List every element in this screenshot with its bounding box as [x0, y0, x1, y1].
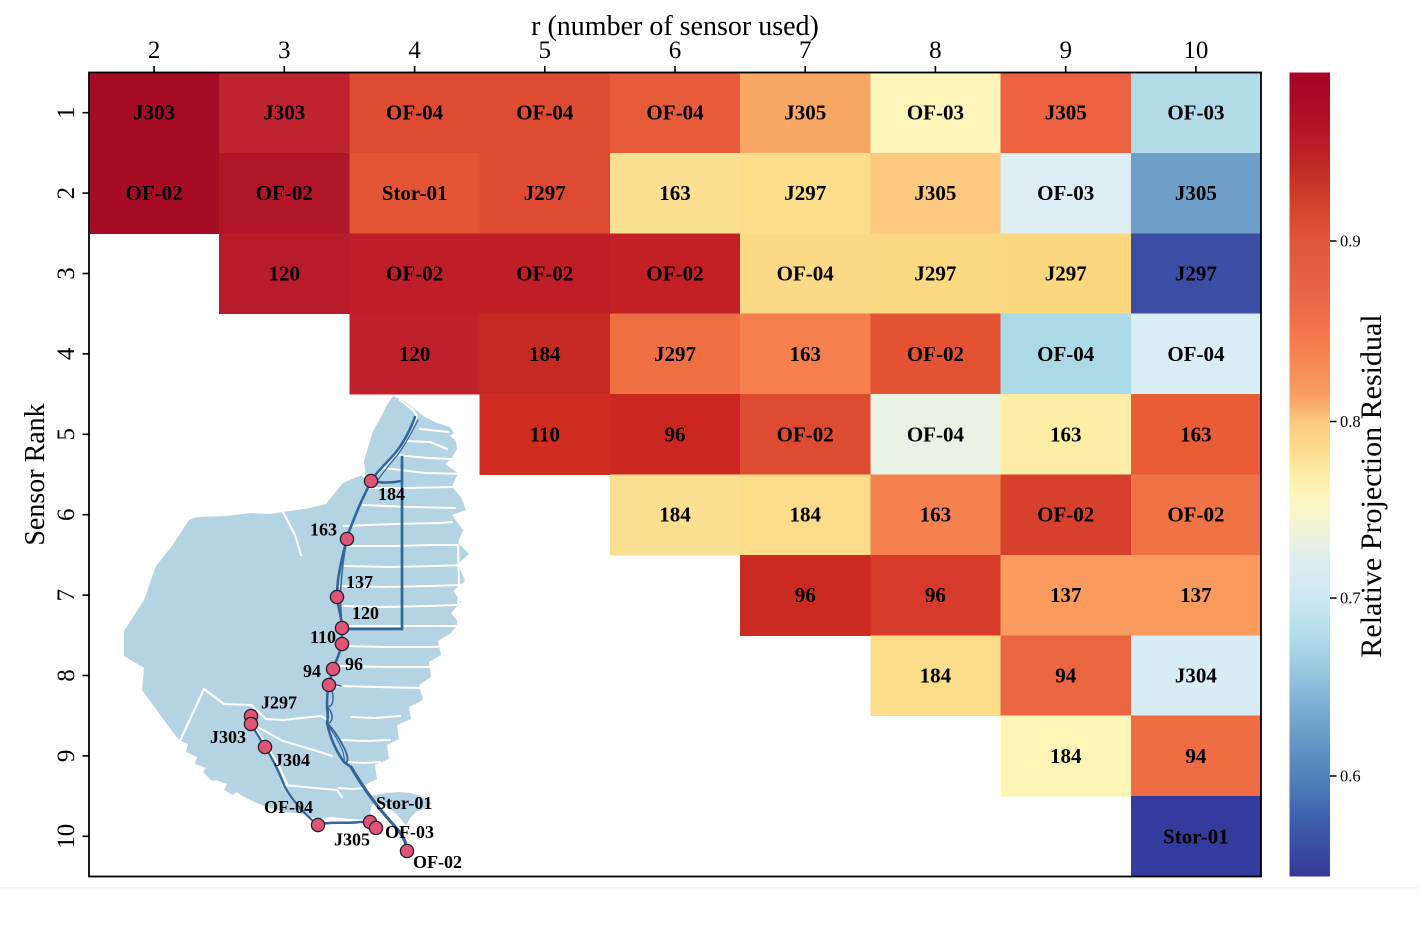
svg-text:OF-03: OF-03 [907, 101, 964, 125]
svg-text:163: 163 [310, 520, 337, 540]
svg-text:J305: J305 [334, 830, 370, 850]
svg-text:OF-02: OF-02 [907, 342, 964, 366]
svg-text:J305: J305 [914, 181, 956, 205]
svg-text:8: 8 [929, 37, 942, 64]
svg-text:J305: J305 [1175, 181, 1217, 205]
svg-text:OF-02: OF-02 [386, 262, 443, 286]
svg-text:OF-02: OF-02 [777, 422, 834, 446]
svg-text:8: 8 [53, 669, 80, 682]
svg-text:r (number of sensor used): r (number of sensor used) [531, 11, 819, 42]
svg-text:0.8: 0.8 [1340, 412, 1361, 431]
svg-text:J297: J297 [524, 181, 566, 205]
svg-text:Stor-01: Stor-01 [1163, 824, 1229, 848]
svg-text:Stor-01: Stor-01 [376, 793, 432, 813]
svg-text:184: 184 [378, 484, 405, 504]
svg-text:137: 137 [1050, 583, 1082, 607]
svg-text:94: 94 [1185, 744, 1207, 768]
svg-text:J305: J305 [1045, 101, 1087, 125]
svg-text:J297: J297 [1175, 262, 1217, 286]
svg-text:OF-02: OF-02 [1167, 503, 1224, 527]
svg-text:6: 6 [53, 508, 80, 521]
svg-text:OF-04: OF-04 [516, 101, 574, 125]
svg-text:1: 1 [53, 106, 80, 119]
svg-text:184: 184 [1050, 744, 1082, 768]
svg-text:OF-04: OF-04 [777, 262, 835, 286]
svg-text:137: 137 [1180, 583, 1212, 607]
svg-text:J297: J297 [1045, 262, 1087, 286]
svg-text:184: 184 [659, 503, 691, 527]
svg-text:163: 163 [659, 181, 691, 205]
svg-text:OF-02: OF-02 [646, 262, 703, 286]
svg-text:110: 110 [310, 627, 336, 647]
svg-text:OF-02: OF-02 [516, 262, 573, 286]
svg-text:9: 9 [53, 750, 80, 763]
svg-text:5: 5 [539, 37, 552, 64]
svg-text:OF-03: OF-03 [1037, 181, 1094, 205]
svg-text:J297: J297 [654, 342, 696, 366]
svg-text:OF-02: OF-02 [126, 181, 183, 205]
svg-text:OF-03: OF-03 [385, 822, 434, 842]
svg-text:184: 184 [529, 342, 561, 366]
svg-text:J297: J297 [261, 693, 297, 713]
svg-text:2: 2 [53, 187, 80, 200]
svg-text:J297: J297 [784, 181, 826, 205]
svg-text:3: 3 [278, 37, 291, 64]
svg-text:0.6: 0.6 [1340, 767, 1361, 786]
svg-text:184: 184 [920, 664, 952, 688]
svg-text:2: 2 [148, 37, 161, 64]
svg-text:J304: J304 [274, 750, 310, 770]
svg-text:120: 120 [399, 342, 431, 366]
svg-text:OF-02: OF-02 [256, 181, 313, 205]
svg-text:4: 4 [408, 37, 421, 64]
svg-text:OF-04: OF-04 [1167, 342, 1225, 366]
svg-text:OF-03: OF-03 [1167, 101, 1224, 125]
svg-text:120: 120 [352, 603, 379, 623]
svg-text:J297: J297 [914, 262, 956, 286]
svg-text:Sensor Rank: Sensor Rank [20, 403, 51, 545]
svg-text:94: 94 [303, 661, 321, 681]
svg-text:9: 9 [1059, 37, 1072, 64]
svg-text:10: 10 [53, 824, 80, 849]
svg-text:J303: J303 [210, 727, 246, 747]
svg-text:163: 163 [789, 342, 821, 366]
svg-text:OF-02: OF-02 [413, 852, 462, 872]
svg-text:Stor-01: Stor-01 [382, 181, 448, 205]
svg-text:96: 96 [795, 583, 816, 607]
svg-text:OF-04: OF-04 [1037, 342, 1095, 366]
svg-text:96: 96 [345, 654, 363, 674]
svg-text:7: 7 [799, 37, 812, 64]
svg-text:J305: J305 [784, 101, 826, 125]
svg-text:OF-02: OF-02 [1037, 503, 1094, 527]
svg-text:137: 137 [346, 572, 373, 592]
svg-text:6: 6 [669, 37, 682, 64]
svg-text:163: 163 [1180, 422, 1212, 446]
svg-text:OF-04: OF-04 [264, 797, 313, 817]
svg-text:J303: J303 [133, 101, 175, 125]
svg-text:120: 120 [269, 262, 301, 286]
svg-text:OF-04: OF-04 [386, 101, 444, 125]
svg-text:94: 94 [1055, 664, 1077, 688]
svg-text:7: 7 [53, 589, 80, 602]
svg-text:J303: J303 [263, 101, 305, 125]
svg-text:10: 10 [1183, 37, 1208, 64]
svg-text:Relative Projection Residual: Relative Projection Residual [1355, 314, 1388, 657]
svg-text:3: 3 [53, 267, 80, 280]
svg-text:5: 5 [53, 428, 80, 441]
svg-text:110: 110 [530, 422, 560, 446]
svg-text:163: 163 [1050, 422, 1082, 446]
svg-text:4: 4 [53, 347, 80, 360]
svg-text:0.7: 0.7 [1340, 589, 1361, 608]
svg-text:184: 184 [789, 503, 821, 527]
svg-text:163: 163 [920, 503, 952, 527]
svg-text:OF-04: OF-04 [646, 101, 704, 125]
svg-text:96: 96 [925, 583, 946, 607]
svg-text:96: 96 [665, 422, 686, 446]
svg-text:0.9: 0.9 [1340, 232, 1361, 251]
svg-text:OF-04: OF-04 [907, 422, 965, 446]
svg-text:J304: J304 [1175, 664, 1218, 688]
